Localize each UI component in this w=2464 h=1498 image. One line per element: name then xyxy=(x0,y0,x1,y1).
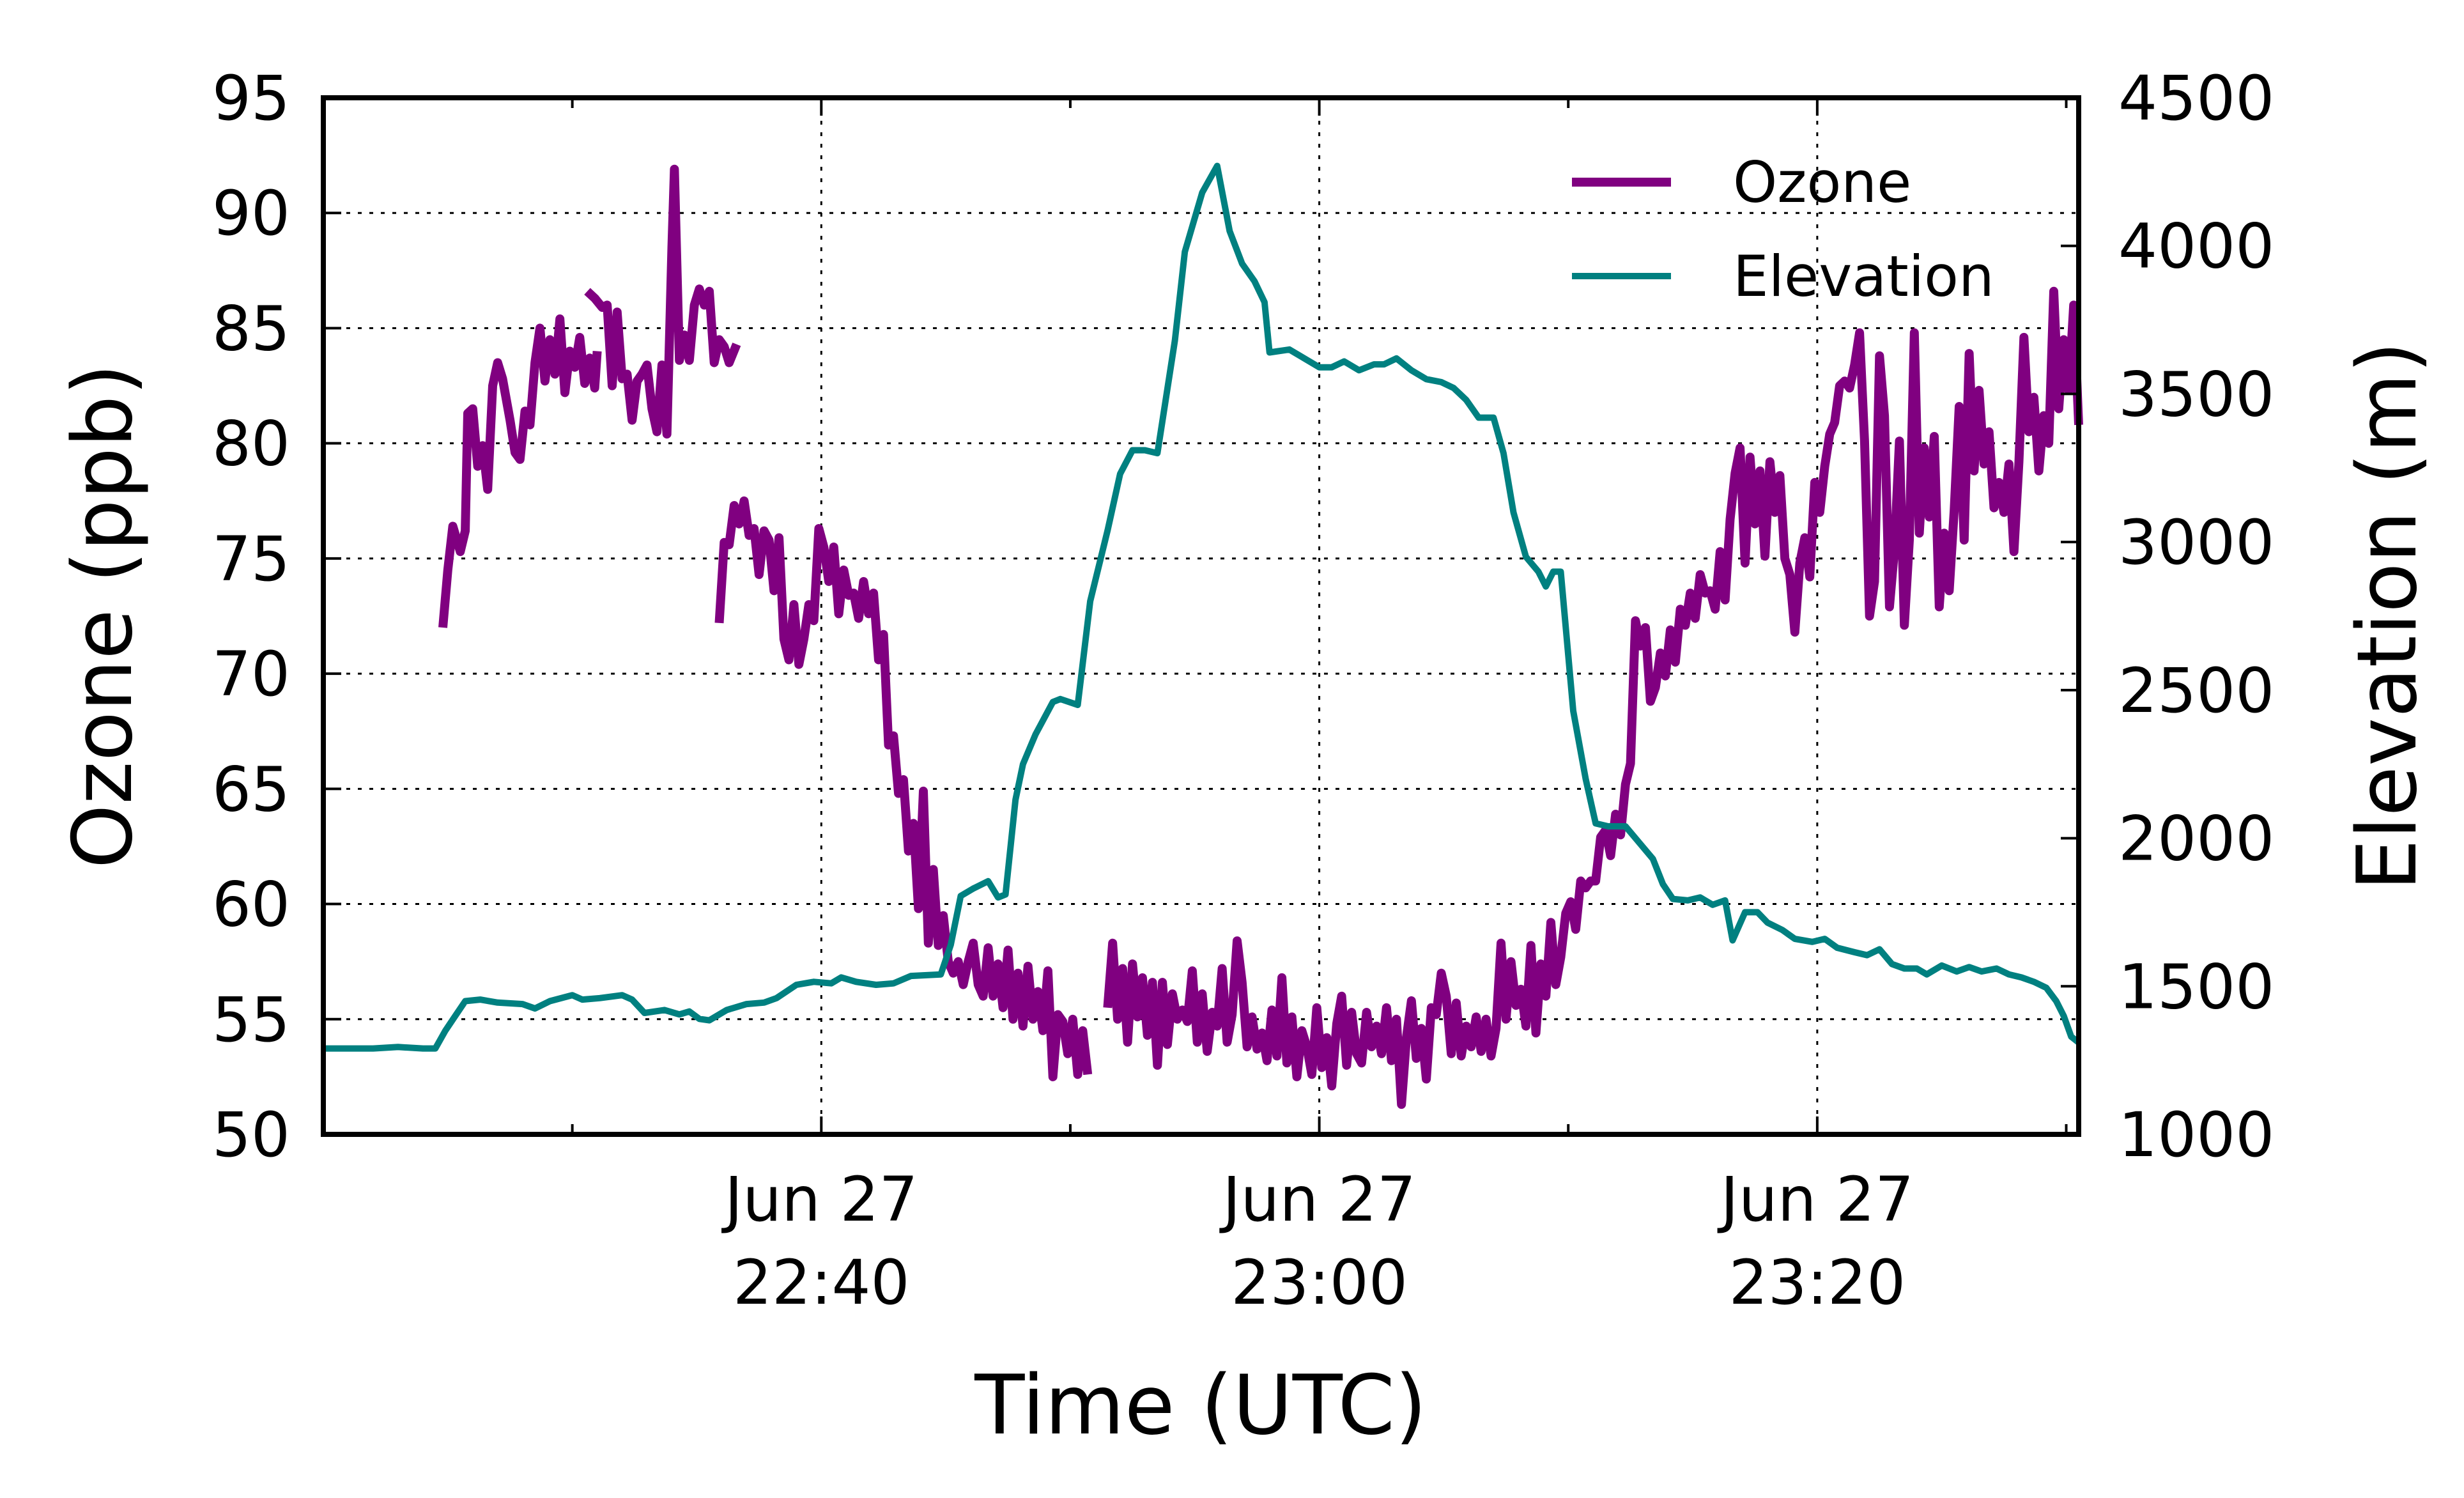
y-left-tick-label: 95 xyxy=(212,63,290,134)
y-left-tick-label: 70 xyxy=(212,638,290,710)
y-left-tick-label: 85 xyxy=(212,293,290,364)
y-left-tick-label: 80 xyxy=(212,408,290,480)
ticks xyxy=(323,97,2079,1136)
legend-label-elevation: Elevation xyxy=(1733,243,1994,309)
y-right-tick-labels: 1000 1500 2000 2500 3000 3500 4000 4500 xyxy=(2118,63,2274,1171)
y-left-tick-labels: 50 55 60 65 70 75 80 85 90 95 xyxy=(212,63,290,1171)
series-line-ozone-segment-0 xyxy=(438,314,602,628)
series-layer xyxy=(323,162,2083,1109)
y-right-tick-label: 1500 xyxy=(2118,951,2274,1023)
y-right-tick-label: 4500 xyxy=(2118,63,2274,134)
y-left-axis-title: Ozone (ppb) xyxy=(56,364,151,869)
plot-frame xyxy=(321,95,2081,1137)
x-tick-labels: Jun 27 22:40 Jun 27 23:00 Jun 27 23:20 xyxy=(721,1164,1914,1318)
series-line-elevation-segment-0 xyxy=(323,162,2081,1052)
legend: Ozone Elevation xyxy=(1572,150,1994,309)
y-right-tick-label: 3000 xyxy=(2118,507,2274,578)
y-right-tick-label: 3500 xyxy=(2118,359,2274,430)
series-line-ozone-segment-2 xyxy=(714,496,1093,1081)
x-tick-label-time: 22:40 xyxy=(733,1247,910,1318)
x-tick-label-date: Jun 27 xyxy=(1219,1164,1416,1235)
y-left-tick-label: 90 xyxy=(212,178,290,249)
y-right-axis-title: Elevation (m) xyxy=(2340,341,2435,891)
legend-label-ozone: Ozone xyxy=(1733,150,1911,215)
y-right-tick-label: 4000 xyxy=(2118,211,2274,282)
series-line-ozone-segment-3 xyxy=(1103,286,2083,1109)
x-tick-label-time: 23:20 xyxy=(1729,1247,1906,1318)
y-right-tick-label: 1000 xyxy=(2118,1099,2274,1171)
y-right-tick-label: 2000 xyxy=(2118,803,2274,875)
y-left-tick-label: 60 xyxy=(212,869,290,941)
x-tick-label-time: 23:00 xyxy=(1231,1247,1408,1318)
y-right-tick-label: 2500 xyxy=(2118,655,2274,727)
series-line-ozone-segment-1 xyxy=(584,164,741,439)
y-left-tick-label: 50 xyxy=(212,1099,290,1171)
y-left-tick-label: 65 xyxy=(212,753,290,825)
x-tick-label-date: Jun 27 xyxy=(1718,1164,1914,1235)
x-axis-title: Time (UTC) xyxy=(974,1358,1427,1453)
x-tick-label-date: Jun 27 xyxy=(721,1164,918,1235)
y-left-tick-label: 75 xyxy=(212,523,290,595)
y-left-tick-label: 55 xyxy=(212,984,290,1056)
